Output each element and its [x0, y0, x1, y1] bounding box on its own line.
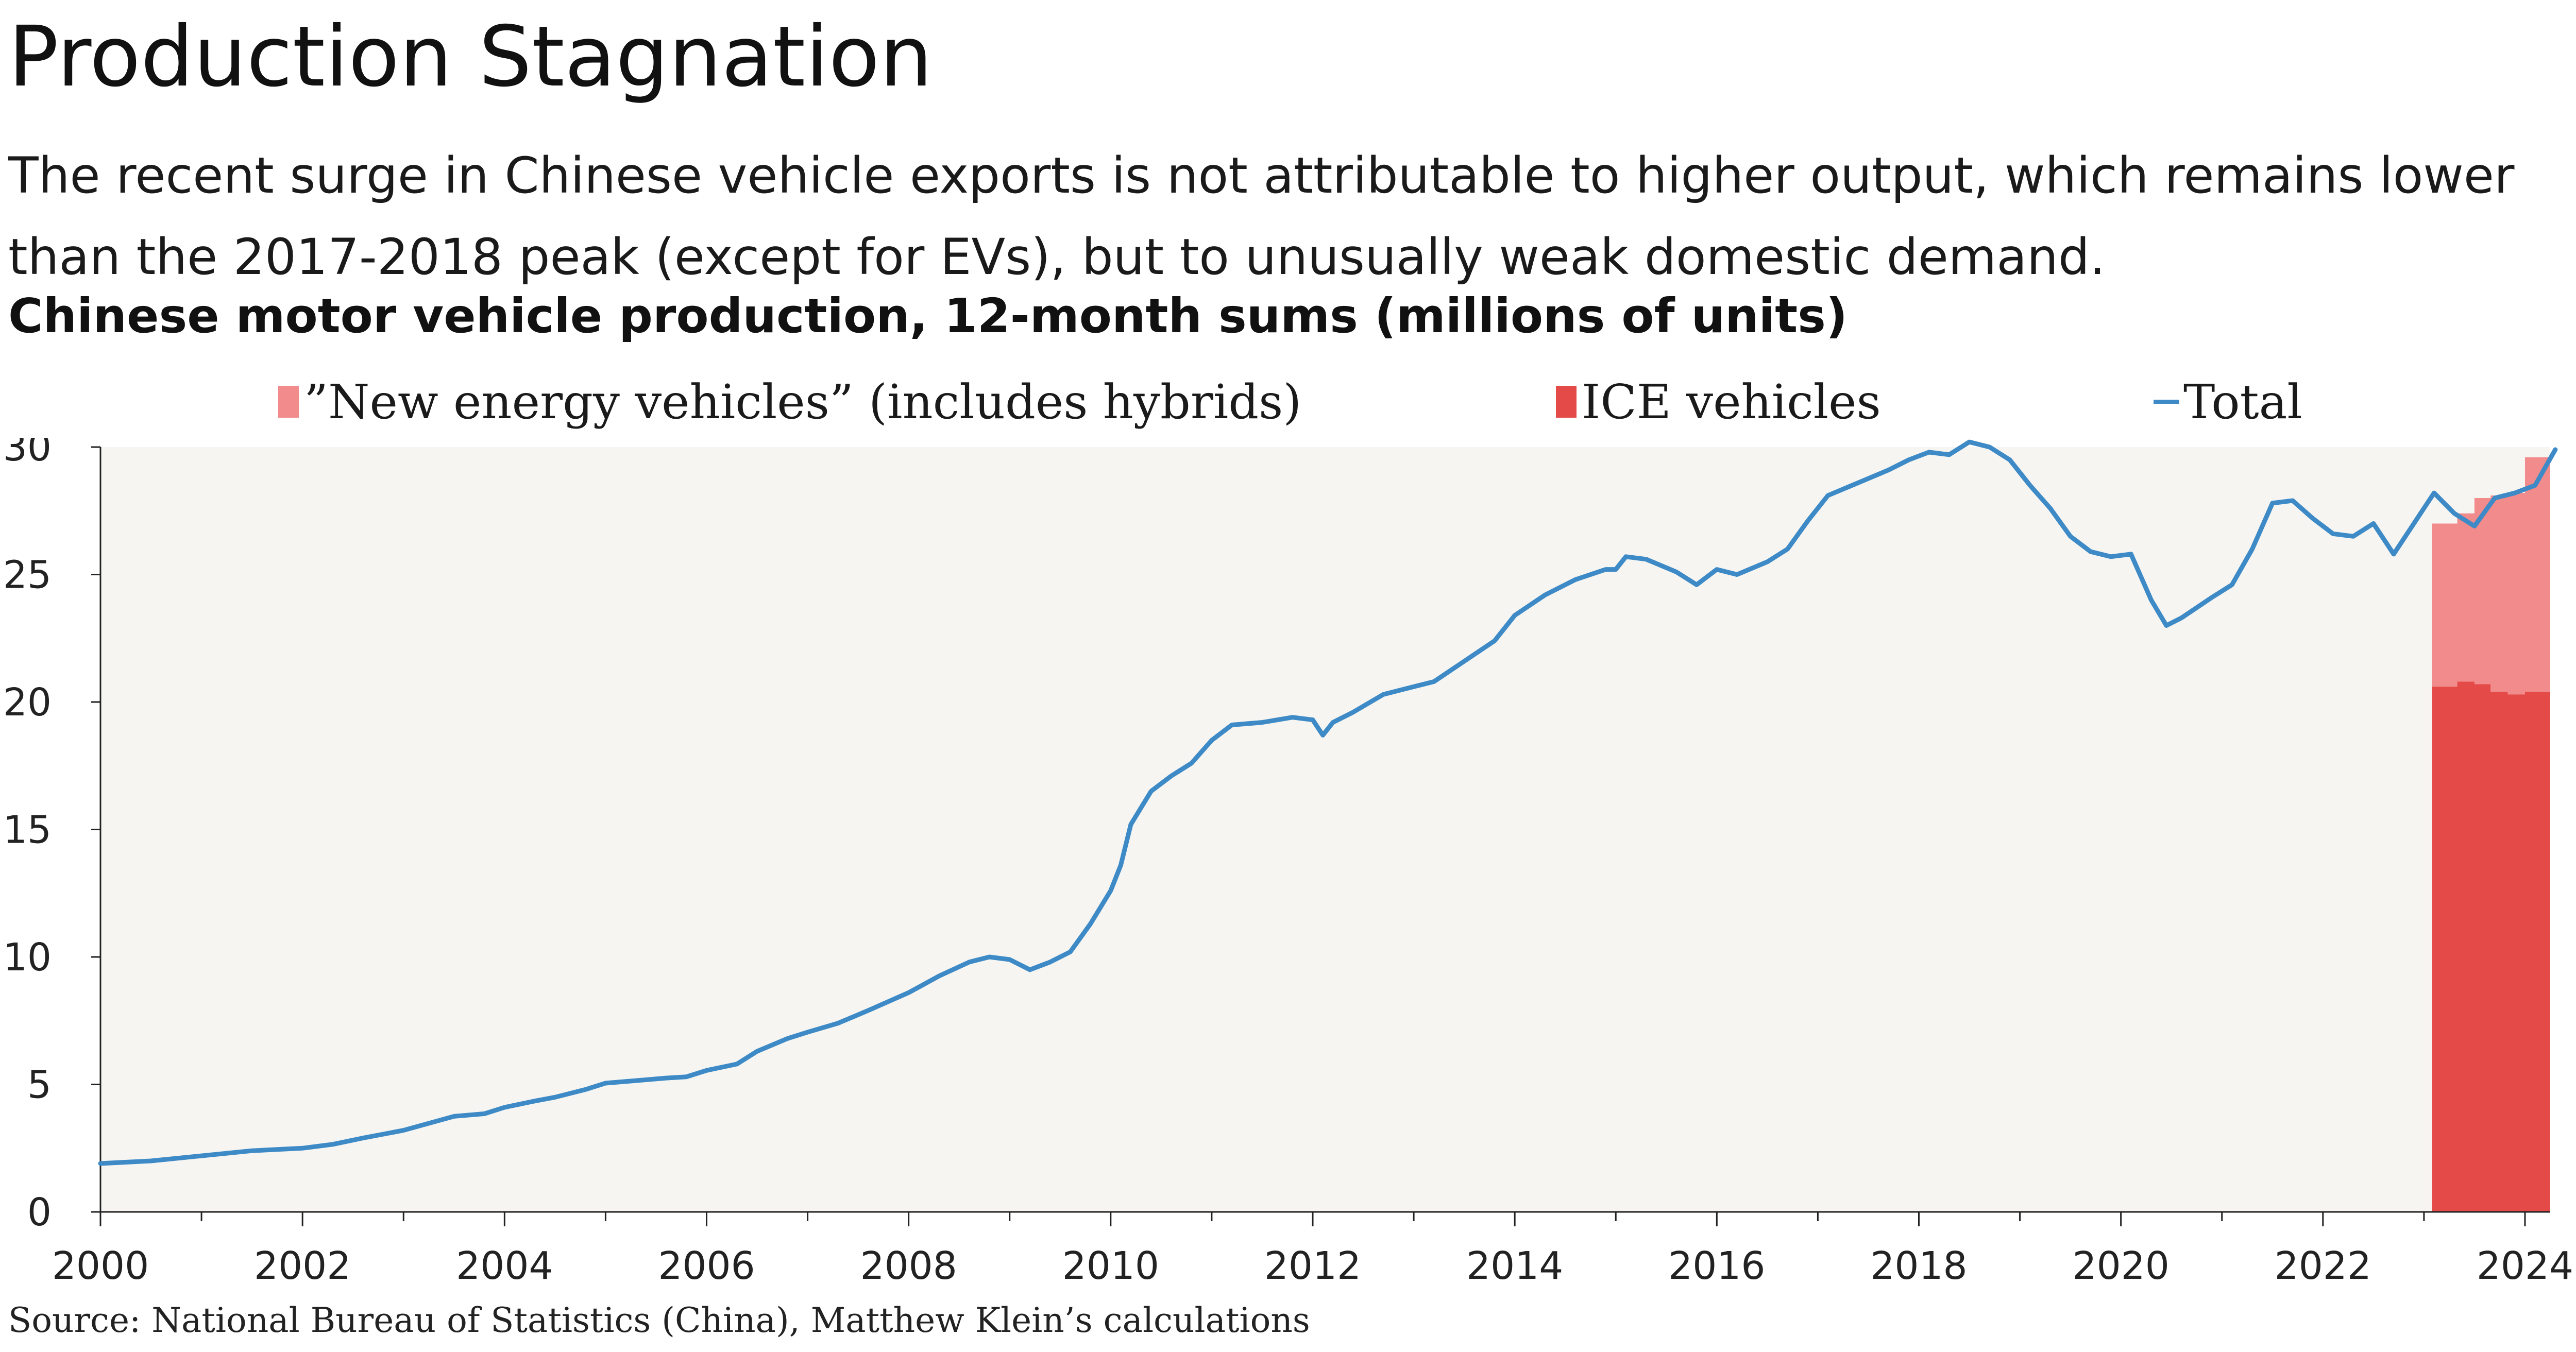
subtitle: The recent surge in Chinese vehicle expo… [8, 147, 2515, 286]
tick-labels: 0 5 10 15 20 25 30 2000 2002 2004 2006 2008 2010 2012… [3, 438, 2573, 1288]
x-tick-label: 2010 [1062, 1244, 1159, 1288]
y-tick-label: 25 [3, 553, 52, 597]
legend-item-ice: ICE vehicles [1556, 368, 1881, 435]
stacked-areas [2432, 450, 2550, 1212]
source-note: Source: National Bureau of Statistics (C… [8, 1300, 1310, 1340]
y-tick-label: 20 [3, 680, 52, 725]
legend-swatch-nev [278, 386, 299, 418]
y-tick-label: 0 [27, 1190, 52, 1235]
x-tick-label: 2022 [2275, 1244, 2371, 1288]
area-ice [2432, 681, 2550, 1212]
x-tick-label: 2008 [860, 1244, 957, 1288]
legend-swatch-total [2154, 400, 2179, 404]
x-tick-label: 2024 [2477, 1244, 2573, 1288]
x-tick-label: 2018 [1870, 1244, 1967, 1288]
legend-item-total: Total [2154, 368, 2302, 435]
y-tick-label: 30 [3, 438, 52, 470]
legend-label-nev: ”New energy vehicles” (includes hybrids) [304, 374, 1302, 430]
x-tick-label: 2000 [52, 1244, 149, 1288]
legend-swatch-ice [1556, 386, 1577, 418]
x-tick-label: 2006 [658, 1244, 755, 1288]
area-nev [2432, 450, 2550, 695]
x-tick-label: 2014 [1466, 1244, 1563, 1288]
axes [91, 446, 2550, 1226]
page-title: Production Stagnation [8, 9, 933, 106]
x-tick-label: 2002 [254, 1244, 351, 1288]
x-tick-label: 2012 [1264, 1244, 1361, 1288]
plot-background [100, 447, 2550, 1212]
y-tick-label: 15 [3, 808, 52, 852]
production-chart: 0 5 10 15 20 25 30 2000 2002 2004 2006 2008 2010 2012… [3, 438, 2573, 1288]
legend-label-total: Total [2183, 374, 2302, 430]
y-tick-label: 5 [27, 1063, 52, 1107]
legend-label-ice: ICE vehicles [1582, 374, 1881, 430]
x-tick-label: 2020 [2072, 1244, 2169, 1288]
x-tick-label: 2016 [1668, 1244, 1765, 1288]
y-tick-label: 10 [3, 935, 52, 980]
series-line-total [98, 439, 2558, 1166]
x-tick-label: 2004 [456, 1244, 553, 1288]
chart-title: Chinese motor vehicle production, 12-mon… [8, 288, 1848, 344]
legend-item-nev: ”New energy vehicles” (includes hybrids) [278, 368, 1301, 435]
